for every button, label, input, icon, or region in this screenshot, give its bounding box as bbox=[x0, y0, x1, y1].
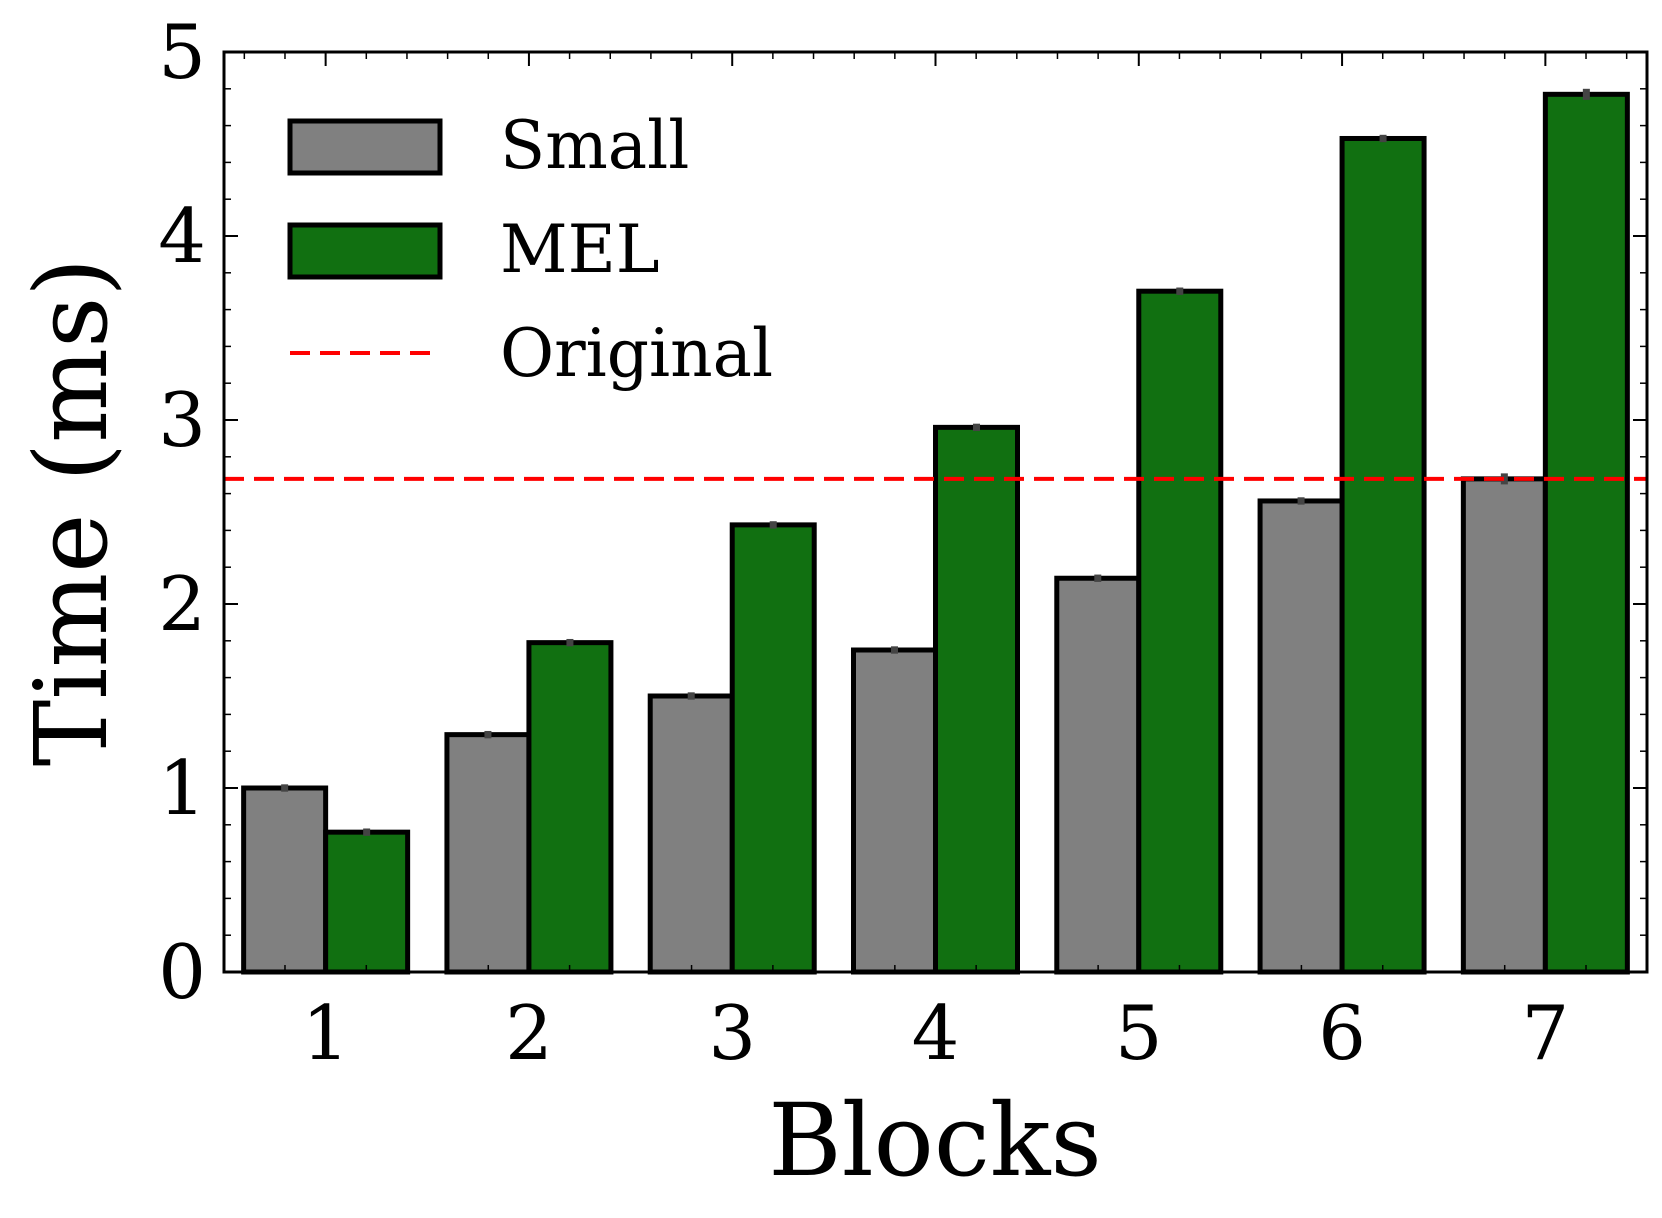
bar-mel-block-4 bbox=[933, 424, 1020, 975]
x-axis-label: Blocks bbox=[768, 1082, 1102, 1199]
y-tick-label: 5 bbox=[158, 8, 206, 96]
y-axis-label: Time (ms) bbox=[13, 258, 130, 767]
bar-mel-block-1 bbox=[323, 829, 411, 975]
x-tick-label: 3 bbox=[708, 989, 756, 1077]
bar-small-block-2 bbox=[444, 732, 532, 975]
bar-mel-block-7 bbox=[1542, 91, 1630, 975]
x-tick-label: 6 bbox=[1318, 989, 1366, 1077]
bar-small-block-5 bbox=[1054, 575, 1142, 975]
y-tick-label: 0 bbox=[158, 928, 206, 1016]
ticks-layer: 1 2 3 4 5 6 7 0 1 2 3 4 5 bbox=[158, 8, 1647, 1077]
legend-label-small: Small bbox=[500, 107, 689, 184]
bars-layer bbox=[241, 88, 1630, 975]
bar-mel-block-5 bbox=[1136, 288, 1224, 975]
legend-swatch-mel bbox=[287, 222, 443, 280]
bar-small-block-4 bbox=[851, 647, 938, 975]
legend-label-original: Original bbox=[500, 315, 773, 392]
x-tick-label: 5 bbox=[1115, 989, 1163, 1077]
bar-mel-block-2 bbox=[526, 640, 614, 975]
bar-small-block-7 bbox=[1460, 476, 1548, 975]
y-tick-label: 3 bbox=[158, 376, 206, 464]
x-tick-label: 2 bbox=[505, 989, 553, 1077]
bar-mel-block-6 bbox=[1339, 135, 1427, 975]
legend-label-mel: MEL bbox=[500, 211, 660, 288]
x-tick-label: 1 bbox=[302, 989, 350, 1077]
legend-swatch-small bbox=[287, 118, 443, 176]
bar-small-block-6 bbox=[1257, 498, 1345, 975]
x-tick-label: 7 bbox=[1521, 989, 1569, 1077]
bar-small-block-3 bbox=[647, 693, 735, 975]
x-tick-label: 4 bbox=[912, 989, 960, 1077]
y-tick-label: 4 bbox=[158, 192, 206, 280]
bar-small-block-1 bbox=[241, 785, 329, 975]
bar-mel-block-3 bbox=[729, 522, 817, 975]
legend: Small MEL Original bbox=[287, 107, 773, 392]
y-tick-label: 2 bbox=[158, 560, 206, 648]
y-tick-label: 1 bbox=[158, 744, 206, 832]
